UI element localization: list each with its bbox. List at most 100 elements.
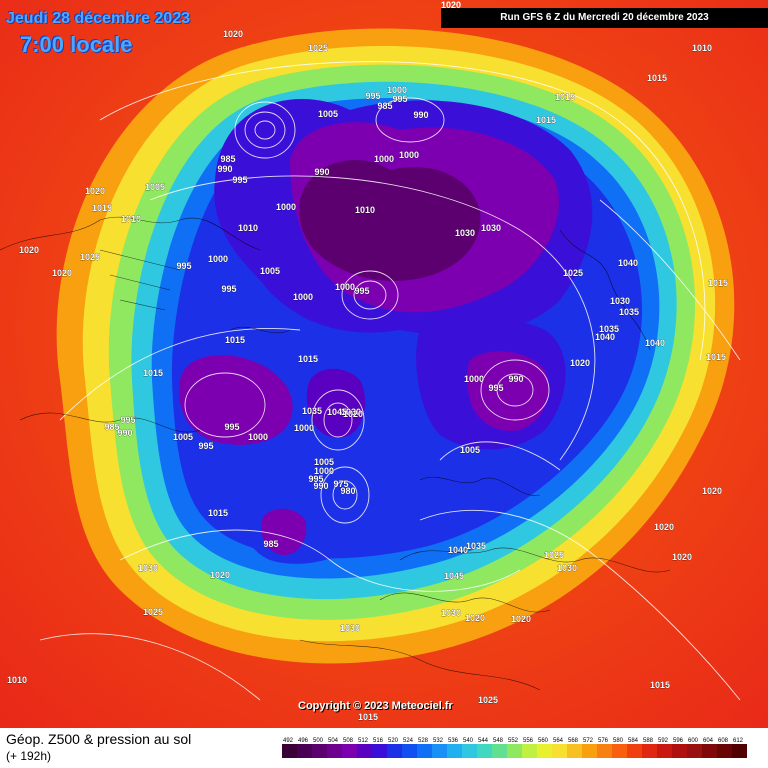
scale-swatch: [282, 744, 297, 758]
isobar-label: 1015: [92, 203, 112, 213]
isobar-label: 1025: [563, 268, 583, 278]
isobar-label: 1020: [465, 613, 485, 623]
scale-tick: 564: [553, 738, 564, 744]
scale-swatch: [582, 744, 597, 758]
scale-swatch: [387, 744, 402, 758]
scale-tick: 572: [583, 738, 594, 744]
isobar-label: 1025: [143, 607, 163, 617]
scale-tick: 496: [298, 738, 309, 744]
isobar-label: 995: [232, 175, 247, 185]
copyright: Copyright © 2023 Meteociel.fr: [298, 700, 453, 712]
isobar-label: 1020: [85, 186, 105, 196]
isobar-label: 1010: [355, 205, 375, 215]
geopotential-field: [56, 28, 735, 664]
isobar-label: 995: [354, 286, 369, 296]
isobar-label: 1015: [298, 354, 318, 364]
scale-tick: 580: [613, 738, 624, 744]
scale-swatch: [732, 744, 747, 758]
scale-swatch: [552, 744, 567, 758]
scale-swatch: [702, 744, 717, 758]
isobar-label: 1015: [650, 680, 670, 690]
isobar-label: 1020: [654, 522, 674, 532]
isobar-label: 995: [308, 474, 323, 484]
scale-tick: 504: [328, 738, 339, 744]
isobar-label: 980: [340, 486, 355, 496]
run-info: Run GFS 6 Z du Mercredi 20 décembre 2023: [441, 8, 768, 28]
isobar-label: 995: [120, 415, 135, 425]
run-top-value: 1020: [441, 0, 462, 10]
isobar-label: 1035: [302, 406, 322, 416]
isobar-label: 1005: [460, 445, 480, 455]
isobar-label: 995: [488, 383, 503, 393]
isobar-label: 1020: [570, 358, 590, 368]
isobar-label: 1015: [358, 712, 378, 722]
scale-swatch: [672, 744, 687, 758]
scale-swatch: [717, 744, 732, 758]
scale-swatch: [357, 744, 372, 758]
isobar-label: 1000: [464, 374, 484, 384]
isobar-label: 990: [217, 164, 232, 174]
scale-swatch: [567, 744, 582, 758]
isobar-label: 1015: [225, 335, 245, 345]
scale-swatch: [507, 744, 522, 758]
scale-swatch: [477, 744, 492, 758]
scale-tick: 560: [538, 738, 549, 744]
isobar-label: 990: [117, 428, 132, 438]
isobar-label: 1030: [557, 563, 577, 573]
isobar-label: 1005: [314, 457, 334, 467]
scale-swatch: [372, 744, 387, 758]
isobar-label: 1000: [208, 254, 228, 264]
scale-swatch: [537, 744, 552, 758]
scale-tick: 556: [523, 738, 534, 744]
isobar-label: 995: [198, 441, 213, 451]
scale-tick: 592: [658, 738, 669, 744]
isobar-label: 1025: [544, 550, 564, 560]
scale-tick: 548: [493, 738, 504, 744]
isobar-label: 1030: [481, 223, 501, 233]
isobar-label: 1030: [138, 563, 158, 573]
isobar-label: 1000: [314, 466, 334, 476]
isobar-label: 985: [377, 101, 392, 111]
scale-swatch: [402, 744, 417, 758]
scale-swatch: [597, 744, 612, 758]
scale-swatch: [297, 744, 312, 758]
scale-swatch: [687, 744, 702, 758]
forecast-date: Jeudi 28 décembre 2023: [6, 10, 191, 27]
scale-tick: 588: [643, 738, 654, 744]
scale-swatch: [642, 744, 657, 758]
isobar-label: 1030: [340, 623, 360, 633]
isobar-label: 995: [221, 284, 236, 294]
isobar-label: 1000: [399, 150, 419, 160]
scale-tick: 532: [433, 738, 444, 744]
isobar-label: 995: [224, 422, 239, 432]
scale-swatch: [447, 744, 462, 758]
scale-swatch: [522, 744, 537, 758]
scale-tick: 528: [418, 738, 429, 744]
isobar-label: 1000: [335, 282, 355, 292]
scale-swatch: [312, 744, 327, 758]
isobar-label: 1025: [80, 252, 100, 262]
isobar-label: 1005: [318, 109, 338, 119]
isobar-label: 975: [333, 479, 348, 489]
isobar-label: 1015: [555, 92, 575, 102]
scale-tick: 512: [358, 738, 369, 744]
isobar-label: 1010: [692, 43, 712, 53]
isobar-label: 1010: [238, 223, 258, 233]
scale-tick: 596: [673, 738, 684, 744]
scale-tick: 584: [628, 738, 639, 744]
scale-tick: 600: [688, 738, 699, 744]
isobar-label: 1040: [448, 545, 468, 555]
scale-swatch: [612, 744, 627, 758]
scale-tick: 552: [508, 738, 519, 744]
isobar-label: 1020: [511, 614, 531, 624]
isobar-label: 985: [104, 422, 119, 432]
isobar-label: 1005: [260, 266, 280, 276]
isobar-label: 990: [508, 374, 523, 384]
isobar-label: 1015: [536, 115, 556, 125]
isobar-label: 1020: [343, 409, 363, 419]
isobar-label: 985: [220, 154, 235, 164]
isobar-label: 990: [413, 110, 428, 120]
isobar-label: 1015: [647, 73, 667, 83]
scale-swatch: [462, 744, 477, 758]
